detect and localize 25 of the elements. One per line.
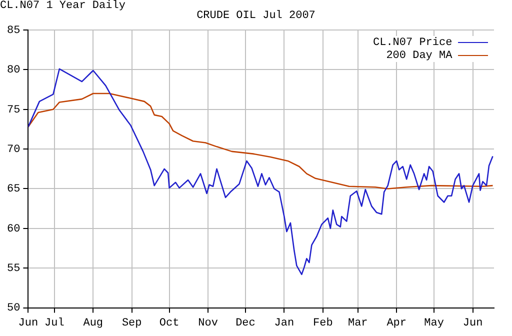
y-tick-label: 70 bbox=[7, 144, 20, 156]
x-tick-label: May bbox=[424, 317, 444, 330]
x-tick-label: Apr bbox=[386, 317, 406, 330]
x-tick-label: Jun bbox=[462, 317, 483, 330]
x-tick-label: Jun bbox=[18, 317, 38, 330]
x-tick-label: Jul bbox=[44, 317, 64, 330]
chart-title: CRUDE OIL Jul 2007 bbox=[196, 10, 316, 22]
y-tick-label: 80 bbox=[7, 64, 20, 77]
y-tick-label: 85 bbox=[7, 24, 20, 37]
x-tick-label: Dec bbox=[236, 317, 256, 330]
x-tick-label: Oct bbox=[159, 317, 180, 330]
x-tick-label: Sep bbox=[122, 317, 142, 330]
x-tick-label: Nov bbox=[198, 317, 218, 330]
y-tick-label: 55 bbox=[7, 263, 20, 276]
text: CL.N07 1 Year Daily bbox=[0, 0, 126, 12]
x-tick-label: Feb bbox=[313, 317, 333, 330]
x-tick-label: Jan bbox=[274, 317, 294, 330]
x-tick-label: Aug bbox=[83, 317, 104, 330]
y-tick-label: 75 bbox=[7, 104, 20, 116]
y-tick-label: 65 bbox=[7, 184, 20, 196]
y-tick-label: 60 bbox=[7, 223, 20, 236]
y-tick-label: 50 bbox=[7, 302, 20, 315]
legend-label: 200 Day MA bbox=[386, 50, 452, 62]
legend-label: CL.N07 Price bbox=[373, 36, 452, 48]
x-tick-label: Mar bbox=[348, 317, 368, 330]
